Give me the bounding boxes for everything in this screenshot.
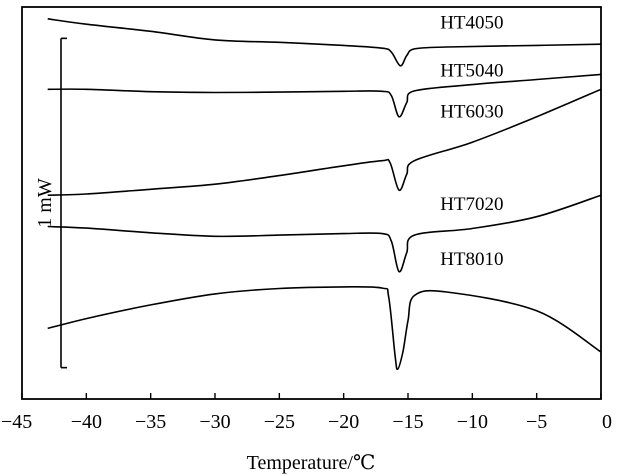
x-tick-label: −15 bbox=[392, 411, 423, 433]
series-line-ht8010 bbox=[47, 285, 602, 371]
x-tick-label: −10 bbox=[457, 411, 488, 433]
curve-label-layer: HT4050 HT5040 HT6030 HT7020 HT8010 bbox=[440, 13, 503, 270]
x-axis: −45 −40 −35 −30 −25 −20 −15 −10 −5 0 bbox=[1, 393, 612, 433]
x-tick-label: −45 bbox=[1, 411, 32, 433]
curve-label-ht4050: HT4050 bbox=[440, 13, 503, 34]
curve-label-ht7020: HT7020 bbox=[440, 194, 503, 215]
curve-label-ht5040: HT5040 bbox=[440, 60, 503, 81]
x-tick-label: −30 bbox=[199, 411, 230, 433]
x-tick-label: −20 bbox=[328, 411, 359, 433]
series-line-ht7020 bbox=[47, 194, 602, 273]
x-tick-label: −40 bbox=[71, 411, 102, 433]
plot-frame bbox=[21, 6, 602, 400]
curve-label-ht8010: HT8010 bbox=[440, 249, 503, 270]
scale-bar-label: 1 mW bbox=[34, 178, 56, 228]
x-tick-label: 0 bbox=[602, 411, 612, 433]
x-tick-label: −25 bbox=[264, 411, 295, 433]
scale-bar: 1 mW bbox=[34, 37, 67, 369]
series-layer bbox=[47, 18, 602, 371]
series-line-ht4050 bbox=[47, 18, 602, 67]
x-tick-label: −5 bbox=[526, 411, 547, 433]
x-axis-title: Temperature/℃ bbox=[247, 452, 376, 474]
curve-label-ht6030: HT6030 bbox=[440, 102, 503, 123]
series-line-ht6030 bbox=[47, 88, 602, 196]
x-tick-label: −35 bbox=[135, 411, 166, 433]
series-line-ht5040 bbox=[47, 73, 602, 118]
